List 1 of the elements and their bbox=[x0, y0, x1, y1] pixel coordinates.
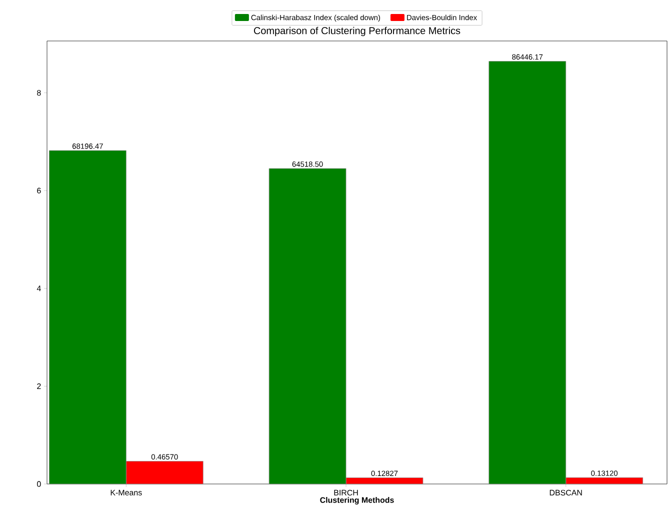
chart-title: Comparison of Clustering Performance Metrics bbox=[254, 26, 460, 36]
